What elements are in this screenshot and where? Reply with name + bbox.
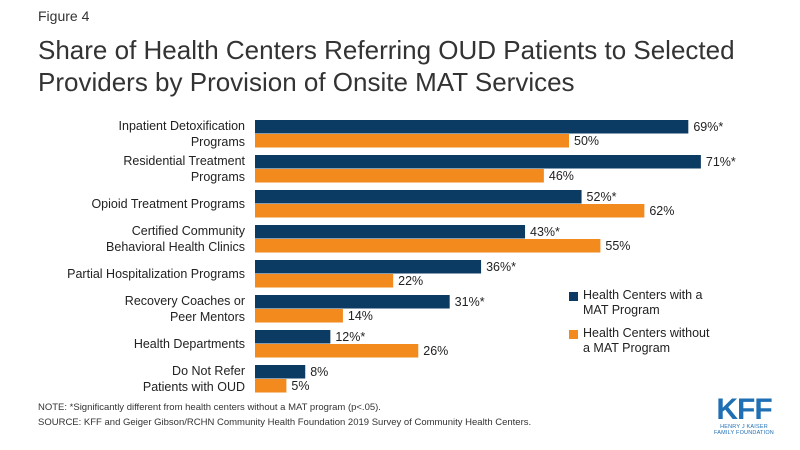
- category-label: Health Departments: [134, 337, 245, 351]
- bar-with-mat: [255, 295, 450, 309]
- category-label: Partial Hospitalization Programs: [67, 267, 245, 281]
- category-label: Opioid Treatment Programs: [91, 197, 245, 211]
- data-label: 50%: [574, 134, 599, 148]
- bar-without-mat: [255, 204, 645, 218]
- category-label: Certified Community Behavioral Health Cli…: [106, 224, 246, 254]
- data-label: 26%: [423, 344, 448, 358]
- data-label: 8%: [310, 365, 328, 379]
- data-label: 69%*: [693, 120, 723, 134]
- data-label: 62%: [649, 204, 674, 218]
- data-label: 22%: [398, 274, 423, 288]
- bar-with-mat: [255, 190, 582, 204]
- category-label: Recovery Coaches or Peer Mentors: [125, 294, 245, 324]
- legend-swatch-without-mat: [569, 330, 578, 339]
- footnotes: NOTE: *Significantly different from heal…: [38, 400, 531, 430]
- data-label: 31%*: [455, 295, 485, 309]
- data-label: 36%*: [486, 260, 516, 274]
- bar-without-mat: [255, 239, 601, 253]
- legend: Health Centers with a MAT Program Health…: [569, 288, 769, 364]
- bar-with-mat: [255, 260, 482, 274]
- bar-with-mat: [255, 225, 526, 239]
- legend-swatch-with-mat: [569, 292, 578, 301]
- legend-item-without-mat: Health Centers without a MAT Program: [569, 326, 769, 356]
- category-label: Residential Treatment Programs: [123, 154, 245, 184]
- bar-with-mat: [255, 365, 306, 379]
- legend-label-without-mat: Health Centers without a MAT Program: [583, 326, 710, 355]
- kff-logo: KFF HENRY J KAISER FAMILY FOUNDATION: [712, 393, 776, 437]
- data-label: 5%: [291, 379, 309, 393]
- data-label: 55%: [605, 239, 630, 253]
- chart-title: Share of Health Centers Referring OUD Pa…: [38, 35, 735, 97]
- bar-without-mat: [255, 134, 569, 148]
- bar-with-mat: [255, 330, 331, 344]
- data-label: 43%*: [530, 225, 560, 239]
- legend-item-with-mat: Health Centers with a MAT Program: [569, 288, 769, 318]
- category-label: Inpatient Detoxification Programs: [119, 119, 246, 149]
- bar-without-mat: [255, 274, 394, 288]
- category-label: Do Not Refer Patients with OUD: [143, 364, 245, 394]
- figure-label: Figure 4: [38, 8, 90, 24]
- source-text: SOURCE: KFF and Geiger Gibson/RCHN Commu…: [38, 417, 532, 428]
- bar-without-mat: [255, 379, 287, 393]
- legend-label-with-mat: Health Centers with a MAT Program: [583, 288, 703, 317]
- bar-without-mat: [255, 169, 544, 183]
- data-label: 14%: [348, 309, 373, 323]
- bar-without-mat: [255, 344, 419, 358]
- bar-with-mat: [255, 120, 689, 134]
- bar-with-mat: [255, 155, 701, 169]
- note-text: NOTE: *Significantly different from heal…: [38, 402, 381, 413]
- data-label: 12%*: [335, 330, 365, 344]
- data-label: 71%*: [706, 155, 736, 169]
- logo-mark: KFF: [716, 393, 772, 426]
- data-label: 46%: [549, 169, 574, 183]
- data-label: 52%*: [587, 190, 617, 204]
- logo-subtitle: HENRY J KAISER FAMILY FOUNDATION: [714, 424, 774, 436]
- bar-without-mat: [255, 309, 343, 323]
